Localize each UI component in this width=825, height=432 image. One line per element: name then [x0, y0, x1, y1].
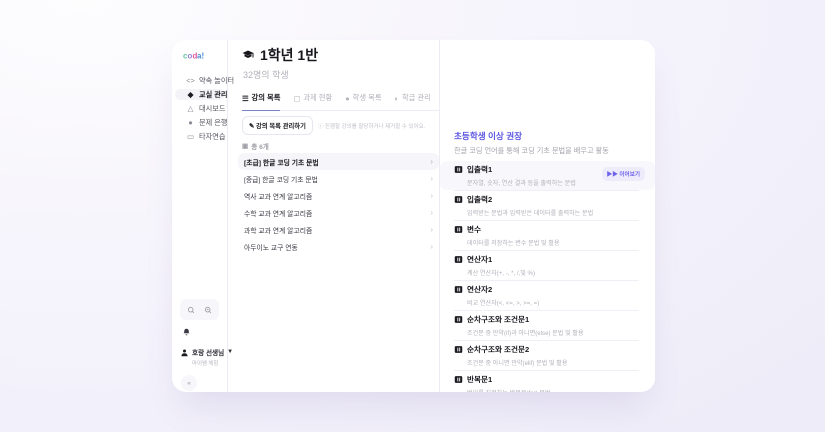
- svg-text:!: !: [202, 52, 205, 61]
